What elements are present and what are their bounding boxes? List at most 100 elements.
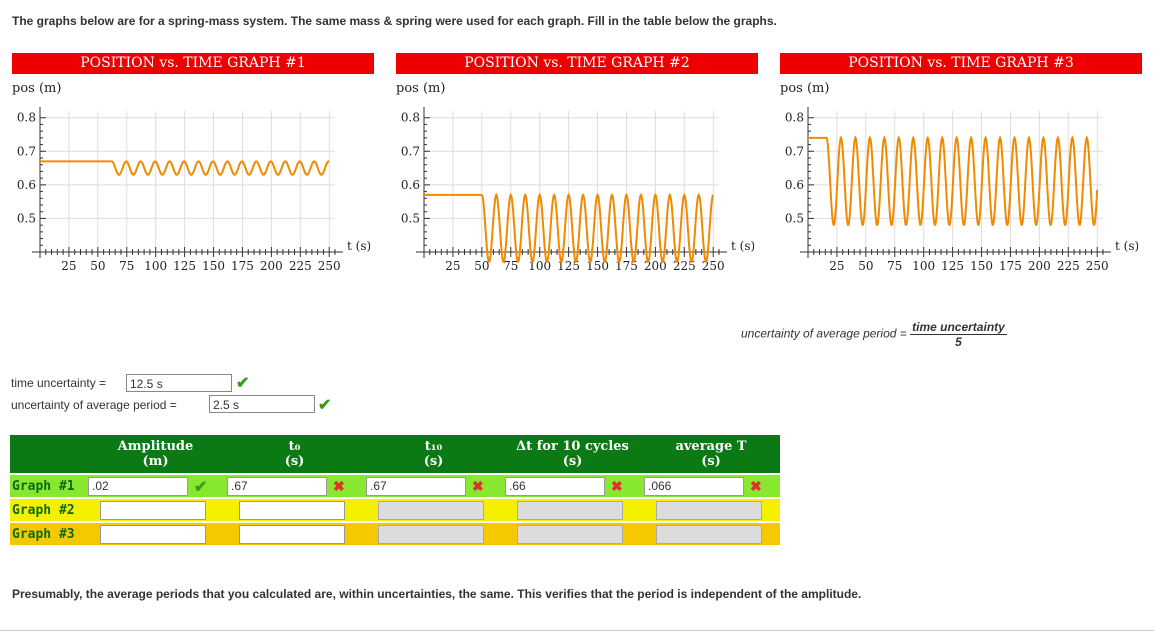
row-label: Graph #2 [10,497,86,522]
x-tick-label: 250 [318,259,341,273]
x-tick-label: 25 [829,259,844,273]
average-t-input [656,501,762,520]
y-tick-label: 0.5 [785,211,804,225]
table-cell [642,497,780,522]
average-t-input [656,525,762,544]
position-graph-2: pos (m) 0.8 0.7 0.6 0.5 25 50 75 100 125 150 175 200… [394,76,755,296]
graph-1-title: POSITION vs. TIME GRAPH #1 [12,53,374,74]
x-tick-label: 200 [1028,259,1051,273]
divider [0,630,1154,631]
x-axis-label: t (s) [731,239,754,253]
table-cell: .67 ✖ [364,473,503,498]
graph-3-title: POSITION vs. TIME GRAPH #3 [780,53,1142,74]
cross-icon: ✖ [472,478,484,494]
x-tick-label: 75 [887,259,902,273]
x-tick-label: 150 [970,259,993,273]
x-tick-label: 100 [912,259,935,273]
header-amplitude: Amplitude (m) [86,435,225,474]
t0-input[interactable] [239,501,345,520]
header-t10: t₁₀ (s) [364,435,503,474]
table-cell [364,497,503,522]
avg-period-uncertainty-label: uncertainty of average period = [11,398,177,412]
x-tick-label: 25 [445,259,460,273]
t0-input[interactable] [239,525,345,544]
t10-input[interactable]: .67 [366,477,466,496]
table-header-row: Amplitude (m) t₀ (s) t₁₀ (s) Δt for 10 cycl… [10,435,780,474]
table-header-blank [10,435,86,474]
x-tick-label: 250 [702,259,725,273]
x-tick-label: 225 [1057,259,1080,273]
row-label: Graph #3 [10,521,86,545]
table-cell: .02 ✔ [86,473,225,498]
x-tick-label: 50 [858,259,873,273]
x-tick-label: 50 [90,259,105,273]
x-tick-label: 125 [557,259,580,273]
position-line [40,160,330,176]
position-line [424,192,715,263]
y-tick-label: 0.8 [401,111,420,125]
amplitude-input[interactable] [100,525,206,544]
y-tick-label: 0.5 [17,211,36,225]
position-graph-3: pos (m) 0.8 0.7 0.6 0.5 25 50 75 100 125 150 175 200… [778,76,1139,296]
y-axis-label: pos (m) [780,81,829,96]
period-uncertainty-formula: uncertainty of average period = time unc… [741,320,1007,349]
y-tick-label: 0.8 [17,111,36,125]
y-tick-label: 0.6 [401,178,420,192]
intro-text: The graphs below are for a spring-mass s… [12,14,777,28]
check-icon: ✔ [194,479,208,496]
x-tick-label: 50 [474,259,489,273]
table-cell [86,521,225,545]
delta-t-input[interactable]: .66 [505,477,605,496]
x-tick-label: 175 [231,259,254,273]
time-uncertainty-label: time uncertainty = [11,376,107,390]
x-tick-label: 200 [260,259,283,273]
x-axis-label: t (s) [1115,239,1138,253]
y-tick-label: 0.7 [785,144,804,158]
header-t0: t₀ (s) [225,435,364,474]
x-tick-label: 200 [644,259,667,273]
cross-icon: ✖ [333,478,345,494]
graph-2-title: POSITION vs. TIME GRAPH #2 [396,53,758,74]
y-tick-label: 0.5 [401,211,420,225]
footer-text: Presumably, the average periods that you… [12,587,862,601]
table-cell [225,497,364,522]
x-axis-label: t (s) [347,239,370,253]
avg-period-uncertainty-input[interactable]: 2.5 s [209,395,315,413]
x-tick-label: 75 [503,259,518,273]
cross-icon: ✖ [750,478,762,494]
x-tick-label: 250 [1086,259,1109,273]
table-cell [225,521,364,545]
check-icon: ✔ [318,397,332,414]
table-cell: .66 ✖ [503,473,642,498]
table-cell [364,521,503,545]
t10-input [378,525,484,544]
table-row: Graph #3 [10,521,780,545]
table-row: Graph #1 .02 ✔ .67 ✖ .67 ✖ .66 ✖ .066 ✖ [10,473,780,498]
formula-denominator: 5 [955,335,962,349]
cross-icon: ✖ [611,478,623,494]
table-cell [503,497,642,522]
y-tick-label: 0.7 [17,144,36,158]
delta-t-input [517,501,623,520]
x-tick-label: 25 [61,259,76,273]
position-line [808,135,1099,226]
x-tick-label: 125 [173,259,196,273]
average-t-input[interactable]: .066 [644,477,744,496]
x-tick-label: 225 [289,259,312,273]
formula-fraction: time uncertainty 5 [910,320,1007,349]
table-cell [503,521,642,545]
y-tick-label: 0.6 [17,178,36,192]
time-uncertainty-input[interactable]: 12.5 s [126,374,232,392]
header-average-t: average T (s) [642,435,780,474]
x-tick-label: 150 [202,259,225,273]
amplitude-input[interactable] [100,501,206,520]
x-tick-label: 75 [119,259,134,273]
table-row: Graph #2 [10,497,780,522]
t0-input[interactable]: .67 [227,477,327,496]
x-tick-label: 100 [528,259,551,273]
x-tick-label: 125 [941,259,964,273]
x-tick-label: 150 [586,259,609,273]
check-icon: ✔ [236,375,250,392]
y-tick-label: 0.8 [785,111,804,125]
amplitude-input[interactable]: .02 [88,477,188,496]
